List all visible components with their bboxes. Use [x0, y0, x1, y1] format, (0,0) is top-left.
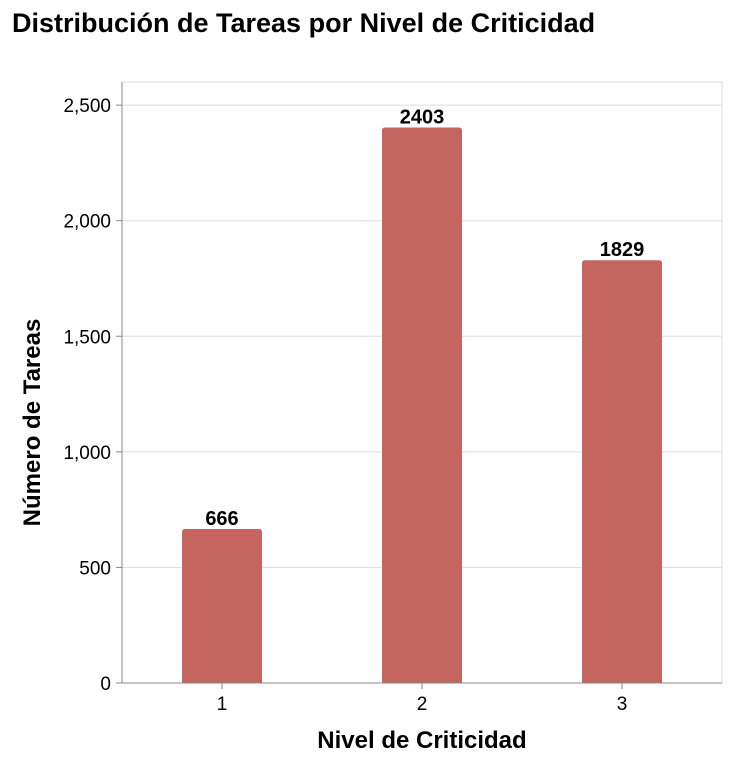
value-labels: 666 2403 1829 [205, 107, 644, 531]
value-label-2: 2403 [400, 107, 445, 129]
y-tick-label: 1,500 [63, 327, 111, 348]
x-tick-label: 3 [617, 694, 628, 715]
bar-3 [582, 260, 662, 683]
y-tick-label: 1,000 [63, 443, 111, 464]
value-label-1: 666 [205, 508, 238, 530]
chart-title: Distribución de Tareas por Nivel de Crit… [12, 8, 596, 38]
x-tick-label: 1 [217, 694, 228, 715]
bar-2 [382, 127, 462, 684]
y-axis-title: Número de Tareas [19, 319, 46, 527]
y-tick-label: 0 [100, 674, 111, 695]
y-tick-label: 500 [79, 558, 111, 579]
bar-1 [182, 529, 262, 683]
bars [182, 127, 662, 684]
value-label-3: 1829 [600, 239, 645, 261]
y-tick-label: 2,500 [63, 96, 111, 117]
axes: 0 500 1,000 1,500 2,000 2,500 1 2 3 [63, 82, 722, 715]
x-axis-title: Nivel de Criticidad [317, 727, 526, 754]
y-tick-label: 2,000 [63, 212, 111, 233]
x-tick-label: 2 [417, 694, 428, 715]
